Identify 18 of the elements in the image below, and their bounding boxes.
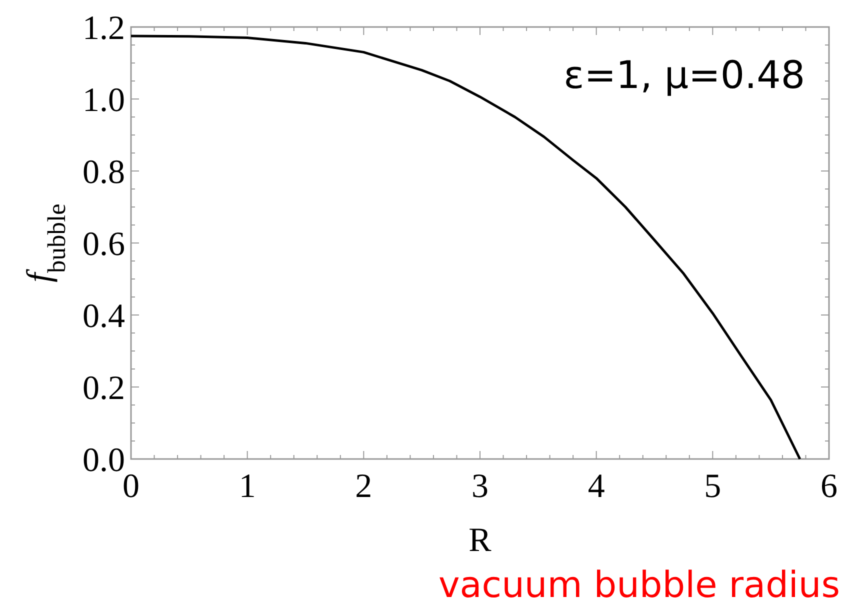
x-tick-label: 4 <box>588 468 605 505</box>
x-tick-label: 3 <box>472 468 488 505</box>
x-tick-label: 1 <box>238 468 256 505</box>
y-tick-label: 0.6 <box>82 226 125 263</box>
y-tick-label: 0.4 <box>82 298 125 335</box>
text: vacuum bubble radius <box>438 565 840 606</box>
x-axis-title: R <box>468 522 492 559</box>
x-tick-label: 5 <box>704 468 722 505</box>
y-tick-label: 0.0 <box>82 442 125 479</box>
y-tick-label: 1.2 <box>82 10 125 47</box>
annotation: ε=1, μ=0.48 <box>564 53 805 97</box>
y-tick-label: 0.8 <box>82 154 125 191</box>
y-tick-label: 0.2 <box>82 370 125 407</box>
x-tick-label: 2 <box>355 468 372 505</box>
x-tick-label: 0 <box>122 468 140 505</box>
line-series <box>130 34 802 460</box>
y-tick-label: 1.0 <box>82 82 125 119</box>
x-tick-label: 6 <box>820 468 838 505</box>
